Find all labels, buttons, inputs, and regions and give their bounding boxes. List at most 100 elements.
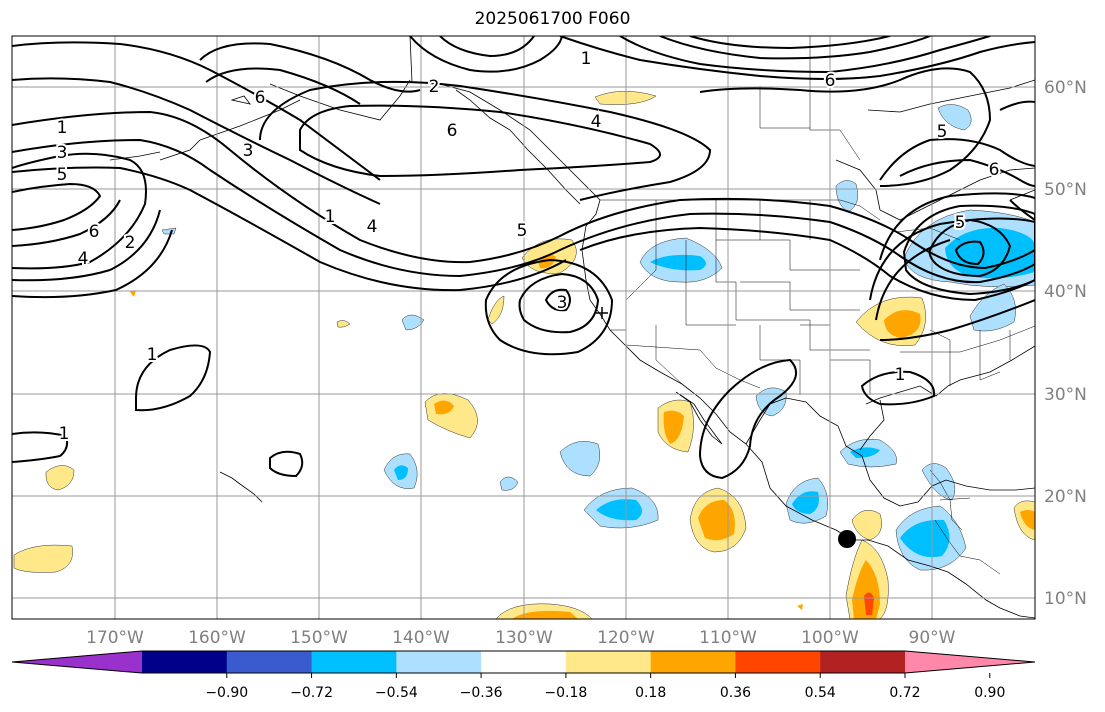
positive-anomaly [512,610,578,619]
contour-label: 1 [895,365,906,385]
negative-anomaly [401,314,425,331]
colorbar-segment [226,651,313,673]
contour-label: 4 [78,249,89,269]
colorbar-extend-low [12,651,142,673]
lon-tick-label: 130°W [495,628,553,648]
negative-anomaly [921,463,956,501]
positive-anomaly [698,500,735,541]
lon-tick-label: 120°W [597,628,655,648]
positive-anomaly [130,290,136,297]
colorbar-outline [11,650,1036,674]
contour-label: 1 [59,424,70,444]
storm-center-marker [838,530,856,548]
contour-label: 1 [147,345,158,365]
colorbar-tick-label: −0.72 [290,685,333,701]
colorbar-segment [311,651,397,673]
storm-track-tick [596,307,608,319]
colorbar-tick-label: 0.36 [720,685,751,701]
colorbar-tick-label: −0.54 [375,685,418,701]
colorbar-segment [820,651,906,673]
colorbar-tick-label: −0.36 [460,685,503,701]
contour-label: 6 [825,71,836,91]
contour-label: 5 [937,122,948,142]
colorbar-tick-label: 0.90 [974,685,1005,701]
negative-anomaly [937,104,972,131]
longitude-labels: 170°W 160°W 150°W 140°W 130°W 120°W 110°… [86,628,956,648]
coastlines [109,36,1035,619]
contour-label: 3 [57,143,68,163]
contour-label: 5 [955,213,966,233]
negative-anomaly [559,441,600,477]
colorbar-tick-label: 0.18 [635,685,666,701]
positive-anomaly [851,509,882,541]
positive-anomaly [336,320,351,328]
negative-anomaly [850,447,880,458]
positive-anomaly [1020,510,1035,530]
negative-anomaly [499,476,519,491]
negative-anomaly [394,465,408,480]
negative-anomaly [650,254,706,271]
colorbar-segment [142,651,228,673]
contour-label: 3 [243,141,254,161]
colorbar-segment [565,651,652,673]
contour-lines [12,36,1035,480]
contour-label: 1 [57,118,68,138]
negative-anomaly [161,227,177,235]
contour-label: 4 [367,217,378,237]
colorbar-segment [735,651,821,673]
colorbar-extend-high [905,651,1035,673]
contour-labels: 1 2 3 4 5 6 1 2 3 4 5 6 6 4 5 6 1 1 1 3 [55,47,1002,446]
negative-anomaly [835,180,858,213]
lon-tick-label: 160°W [188,628,246,648]
contour-label: 1 [325,207,336,227]
contour-label: 6 [255,88,266,108]
contour-label: 4 [591,112,602,132]
lat-tick-label: 50°N [1044,180,1087,200]
colorbar-tick-label: −0.90 [205,685,248,701]
state-borders [600,36,1035,575]
positive-anomaly [434,400,454,415]
positive-anomaly [45,465,75,491]
negative-anomaly [596,499,642,521]
colorbar-segment [396,651,482,673]
map-frame [11,35,1036,620]
positive-anomaly [663,410,684,444]
contour-label: 6 [447,121,458,141]
contour-label: 5 [57,165,68,185]
contour-label: 2 [429,77,440,97]
shading-layer [13,91,1035,619]
contour-label: 5 [517,221,528,241]
contour-label: 3 [557,293,568,313]
colorbar: −0.90 −0.72 −0.54 −0.36 −0.18 0.18 0.36 0.54 0.7… [11,650,1036,701]
lon-tick-label: 90°W [909,628,956,648]
latitude-labels: 10°N 20°N 30°N 40°N 50°N 60°N [1044,78,1087,609]
contour-label: 6 [89,222,100,242]
positive-anomaly [884,310,921,338]
lon-tick-label: 140°W [392,628,450,648]
lat-tick-label: 10°N [1044,589,1087,609]
graticule [12,36,1035,619]
colorbar-segment [650,651,736,673]
positive-anomaly [797,604,803,610]
lat-tick-label: 60°N [1044,78,1087,98]
contour-label: 2 [125,233,136,253]
lon-tick-label: 150°W [290,628,348,648]
lat-tick-label: 40°N [1044,282,1087,302]
positive-anomaly [13,544,73,573]
colorbar-tick-label: −0.18 [544,685,587,701]
lon-tick-label: 170°W [86,628,144,648]
colorbar-segment [481,651,567,673]
negative-anomaly [792,491,819,514]
positive-anomaly [487,295,505,325]
contour-label: 1 [581,49,592,69]
lon-tick-label: 110°W [699,628,757,648]
lat-tick-label: 20°N [1044,487,1087,507]
colorbar-tick-label: 0.72 [889,685,920,701]
lat-tick-label: 30°N [1044,385,1087,405]
lon-tick-label: 100°W [801,628,859,648]
colorbar-tick-label: 0.54 [805,685,836,701]
contour-label: 6 [989,160,1000,180]
negative-anomaly [900,519,950,558]
